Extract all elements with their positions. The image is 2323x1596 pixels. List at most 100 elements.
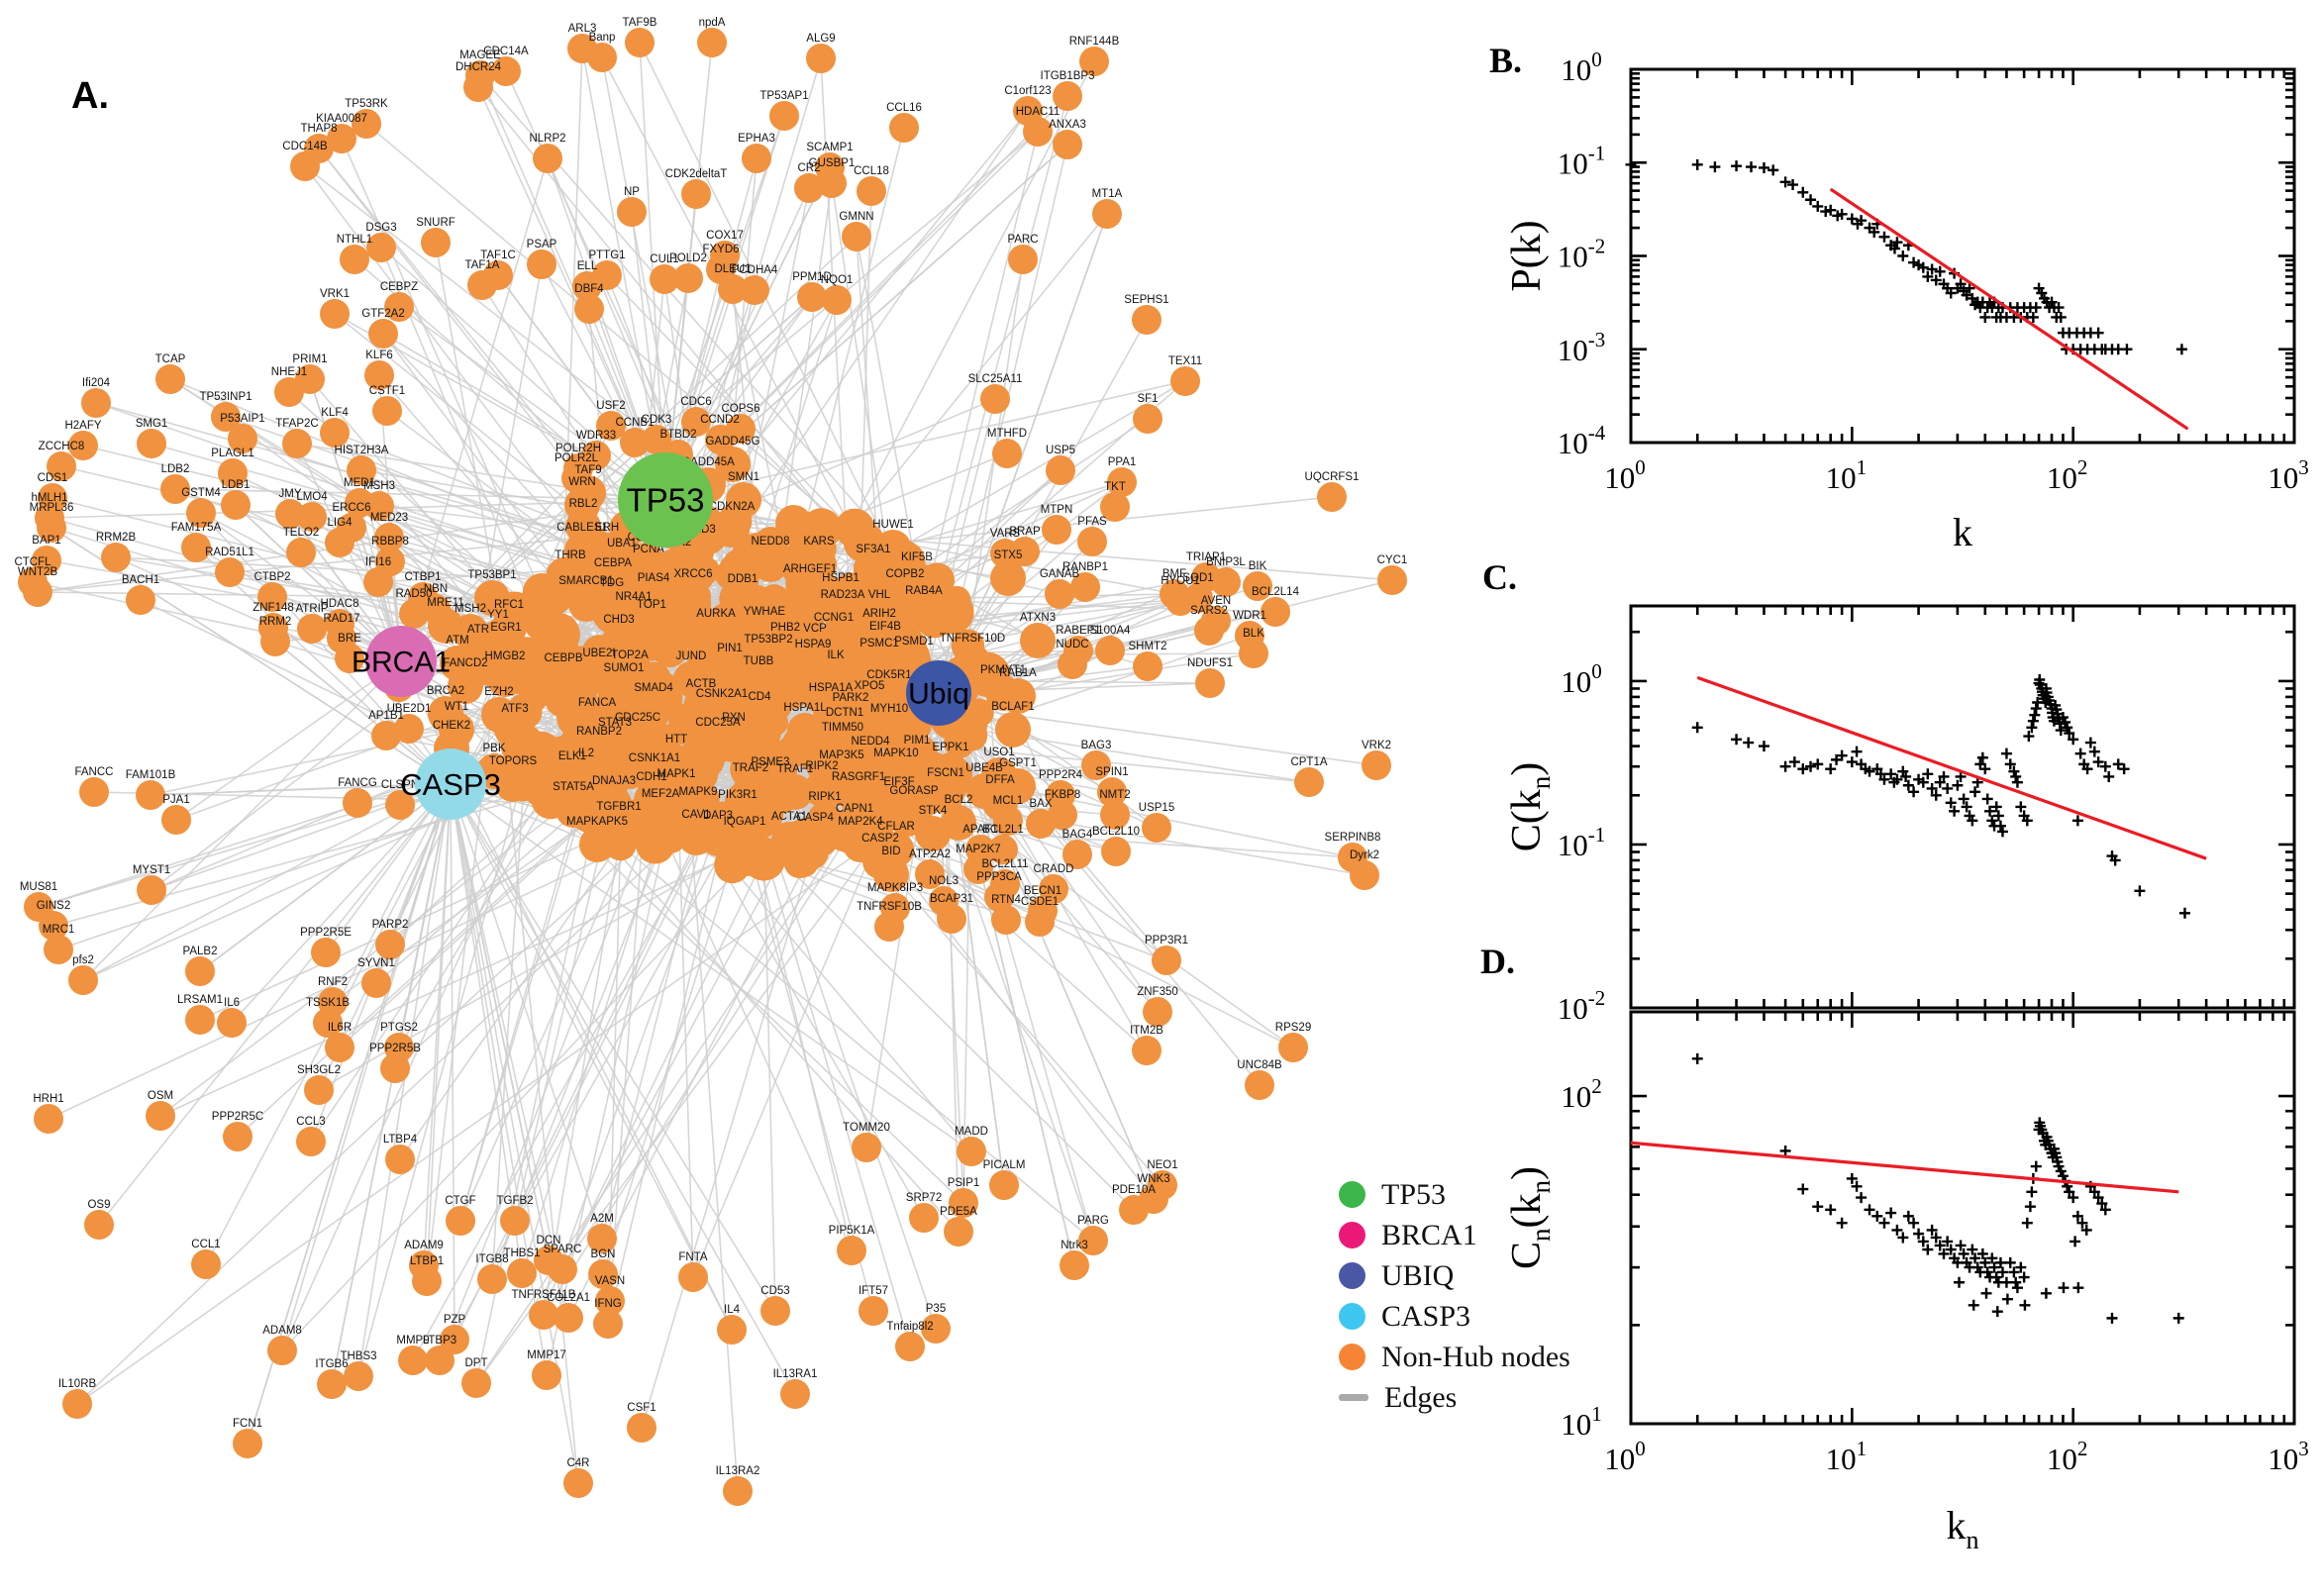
network-node xyxy=(921,1314,951,1344)
fit-line xyxy=(1630,1141,2179,1194)
network-node-label: CDC25C xyxy=(615,712,660,724)
network-node xyxy=(875,530,911,565)
network-node-label: SRP72 xyxy=(906,1192,942,1204)
network-node xyxy=(681,179,711,209)
network-node-label: MTHFD xyxy=(987,428,1027,440)
panel-d-label: D. xyxy=(1480,942,1515,981)
edge xyxy=(98,783,452,1226)
network-node xyxy=(650,264,679,294)
network-node-label: LRSAM1 xyxy=(177,994,223,1006)
network-node xyxy=(137,875,166,905)
network-node-label: LTBP3 xyxy=(423,1335,456,1347)
network-node-label: HSPA1L xyxy=(783,702,827,714)
network-node xyxy=(787,713,823,748)
network-node xyxy=(752,741,779,767)
network-node xyxy=(717,1315,747,1345)
network-node-label: MAP2K7 xyxy=(956,844,1000,855)
network-node-label: BAG3 xyxy=(1081,740,1112,751)
network-node xyxy=(368,319,398,349)
network-node xyxy=(446,1206,475,1236)
network-node-label: P53AIP1 xyxy=(220,413,264,425)
network-node-label: TP53AP1 xyxy=(759,90,808,102)
network-node xyxy=(742,144,771,173)
network-node xyxy=(1046,455,1075,485)
network-hubs: TP53 BRCA1 CASP3 Ubiq xyxy=(352,452,971,820)
network-node xyxy=(990,560,1026,596)
network-node xyxy=(631,554,666,590)
network-node-label: PARG xyxy=(1077,1215,1109,1227)
network-node-label: BTBD2 xyxy=(659,429,696,441)
network-node xyxy=(700,821,736,856)
network-node xyxy=(491,56,521,86)
network-node xyxy=(596,411,626,441)
edge xyxy=(380,247,666,501)
network-node xyxy=(320,418,350,448)
network-node-label: Banp xyxy=(589,32,616,44)
network-node-label: MCL1 xyxy=(993,795,1024,807)
network-node-label: DDB1 xyxy=(728,573,758,585)
network-node xyxy=(1170,366,1200,396)
network-node-label: PARK2 xyxy=(833,692,869,704)
network-node xyxy=(217,1008,247,1038)
network-node-label: ITGB6 xyxy=(315,1358,348,1370)
network-node xyxy=(32,546,61,575)
network-node xyxy=(568,758,604,794)
network-node xyxy=(1053,130,1082,159)
network-node xyxy=(23,577,52,607)
network-node-label: UNC84B xyxy=(1237,1059,1282,1071)
tick-label: 10-2 xyxy=(1558,986,1606,1026)
network-node-label: KLF4 xyxy=(321,407,349,419)
network-node xyxy=(1097,777,1127,807)
network-node xyxy=(275,499,305,529)
network-node-label: CRADD xyxy=(1034,863,1074,875)
network-node xyxy=(595,1286,625,1316)
edge xyxy=(759,809,937,1330)
plot-frame xyxy=(1629,1010,2296,1426)
network-node xyxy=(856,554,891,590)
network-node-label: TAF9B xyxy=(623,17,657,29)
network-node-label: EIF3F xyxy=(883,776,914,788)
panel-a-label: A. xyxy=(71,75,109,117)
network-node xyxy=(837,1236,866,1265)
network-node xyxy=(385,1145,415,1174)
network-node-label: CABLES1 xyxy=(556,522,608,534)
network-node-label: TP53BP2 xyxy=(744,634,792,646)
network-node-label: Ntrk3 xyxy=(1060,1240,1087,1251)
network-node xyxy=(982,785,1018,821)
axis-title: C(kn) xyxy=(1504,762,1556,852)
network-node xyxy=(215,557,245,587)
network-node-label: TOMM20 xyxy=(843,1122,890,1134)
network-node xyxy=(991,905,1021,935)
network-node-label: ARHGEF1 xyxy=(783,563,837,575)
tick-label: 100 xyxy=(1561,659,1602,699)
network-node-label: RASGRF1 xyxy=(832,771,885,783)
network-node-label: GINS2 xyxy=(37,900,71,912)
network-node xyxy=(47,451,76,481)
network-node-label: ELL xyxy=(577,260,598,272)
network-node xyxy=(1211,567,1241,597)
tick-label: 100 xyxy=(1604,455,1646,495)
network-node-label: RNF2 xyxy=(318,976,348,988)
network-node-label: CCND2 xyxy=(700,414,740,426)
network-node-label: CEBPB xyxy=(545,652,583,664)
network-node-label: SOD1 xyxy=(1182,572,1213,584)
network-node-label: ATF3 xyxy=(501,703,528,715)
network-node-label: ARL3 xyxy=(568,23,597,35)
network-node xyxy=(620,723,656,758)
network-node xyxy=(500,1206,530,1236)
network-node-label: SEPHS1 xyxy=(1124,294,1168,306)
network-node xyxy=(593,1309,623,1339)
network-node xyxy=(1070,572,1100,602)
network-node xyxy=(700,728,736,763)
network-node-label: GSTM4 xyxy=(181,487,221,499)
network-node xyxy=(380,1053,410,1083)
network-node xyxy=(37,513,66,543)
plot-frame xyxy=(1629,67,2296,445)
network-node-label: Ifi204 xyxy=(82,377,111,389)
network-node xyxy=(681,407,711,437)
network-node xyxy=(374,523,404,552)
edge xyxy=(938,692,1148,1051)
network-node-label: COL2A1 xyxy=(547,1292,590,1304)
network-node-label: RAB4A xyxy=(905,585,943,597)
network-node xyxy=(372,396,402,426)
